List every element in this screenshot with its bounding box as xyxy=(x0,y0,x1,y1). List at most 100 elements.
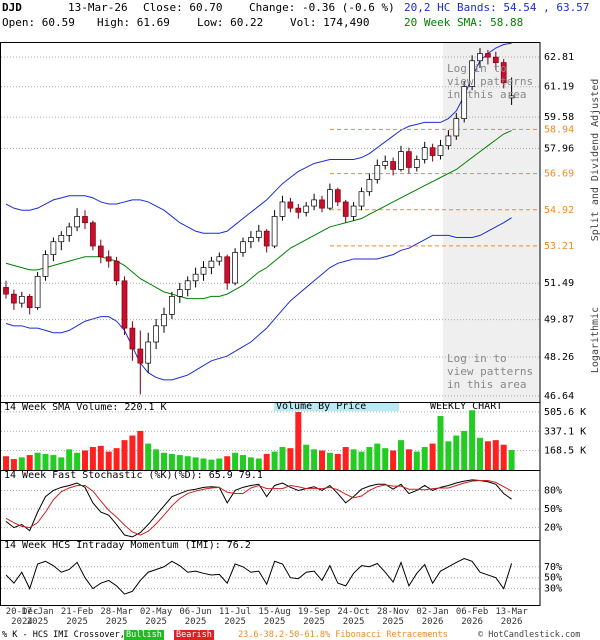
x-tick-label: 19-Sep 2025 xyxy=(297,607,331,627)
candle-body xyxy=(398,151,404,170)
y-tick-label: 57.96 xyxy=(544,143,574,154)
x-tick-label: 24-Oct 2025 xyxy=(337,607,370,627)
annotation: WEEKLY CHART xyxy=(430,401,502,412)
volume-bar xyxy=(279,447,286,470)
y-tick-label: 51.49 xyxy=(544,278,574,289)
volume-bar xyxy=(287,448,294,470)
volume-bar xyxy=(271,451,278,470)
candle-body xyxy=(137,348,144,364)
volume-bar xyxy=(390,450,397,470)
candle-body xyxy=(208,260,215,268)
candle-body xyxy=(319,199,325,209)
volume-bar xyxy=(97,445,104,470)
candle-body xyxy=(58,235,65,243)
series-line xyxy=(5,479,512,538)
adjusted-note: Split and Dividend Adjusted xyxy=(590,79,600,242)
volume-bar xyxy=(168,453,175,470)
volume-bar xyxy=(374,443,381,470)
volume-bar xyxy=(184,456,191,470)
candle-body xyxy=(216,256,223,262)
candle-body xyxy=(421,147,428,160)
fibonacci-label: 56.69 xyxy=(544,169,574,180)
volume-bar xyxy=(477,437,483,470)
panel-frame xyxy=(0,540,541,606)
candle-body xyxy=(295,207,302,213)
volume-bar xyxy=(66,449,73,470)
volume-bar xyxy=(295,411,302,470)
candle-body xyxy=(413,159,420,168)
candle-body xyxy=(500,62,507,84)
candle-body xyxy=(263,230,270,247)
candle-body xyxy=(192,273,199,282)
volume-bar xyxy=(200,458,207,470)
sma-legend: 20 Week SMA: 58.88 xyxy=(404,16,523,29)
bands-legend: 20,2 HC Bands: 54.54 , 63.57 xyxy=(404,1,589,14)
fibonacci-label: 54.92 xyxy=(544,205,574,216)
volume-bar xyxy=(247,457,254,470)
candle-body xyxy=(382,161,389,166)
candle-body xyxy=(287,201,294,209)
volume-bar xyxy=(484,441,491,470)
x-tick-label: 28-Mar 2025 xyxy=(100,607,133,627)
candle-body xyxy=(453,118,460,137)
login-note: Log in to view patterns in this area xyxy=(447,352,534,391)
candle-body xyxy=(406,151,412,168)
candle-body xyxy=(485,53,491,58)
candle-body xyxy=(121,280,128,329)
candle-body xyxy=(240,241,246,253)
volume-bar xyxy=(469,410,476,470)
candle-body xyxy=(224,256,231,284)
bullish-legend: Bullish xyxy=(124,630,164,640)
candle-body xyxy=(97,245,104,258)
volume-bar xyxy=(50,455,57,470)
volume-bar xyxy=(18,457,25,470)
volume-bar xyxy=(192,457,199,470)
x-tick-label: 02-May 2025 xyxy=(139,607,173,627)
x-tick-label: 21-Feb 2025 xyxy=(60,607,94,627)
y-tick-label: 337.1 K xyxy=(544,426,586,437)
candle-body xyxy=(508,95,515,99)
candle-body xyxy=(153,325,159,343)
volume-bar xyxy=(255,458,262,470)
volume-bar xyxy=(58,457,65,470)
volume-bar xyxy=(382,448,389,470)
y-tick-label: 59.58 xyxy=(544,112,574,123)
y-tick-label: 30% xyxy=(544,584,562,595)
candle-body xyxy=(445,135,452,147)
x-tick-label: 11-Jul 2025 xyxy=(218,607,252,627)
candle-body xyxy=(469,60,475,87)
series-line xyxy=(5,558,513,595)
series-line xyxy=(5,480,512,536)
volume-bar xyxy=(358,451,365,470)
x-tick-label: 13-Mar 2026 xyxy=(495,607,528,627)
y-tick-label: 70% xyxy=(544,562,562,573)
volume-bar xyxy=(326,452,333,470)
volume-bar xyxy=(413,451,420,470)
volume: Vol: 174,490 xyxy=(290,16,369,29)
candle-body xyxy=(350,205,357,217)
candle-body xyxy=(184,280,191,291)
y-tick-label: 46.64 xyxy=(544,391,574,402)
candle-body xyxy=(255,230,262,238)
panel-frame xyxy=(0,470,541,541)
x-tick-label: 02-Jan 2026 xyxy=(416,607,449,627)
y-tick-label: 168.5 K xyxy=(544,446,586,457)
candle-body xyxy=(50,241,57,255)
candle-body xyxy=(161,314,167,327)
x-tick-label: 06-Jun 2025 xyxy=(179,607,212,627)
candle-body xyxy=(232,252,238,284)
candle-body xyxy=(200,267,207,275)
overlay-line xyxy=(5,217,512,381)
volume-bar xyxy=(113,448,120,470)
change: Change: -0.36 (-0.6 %) xyxy=(249,1,395,14)
y-tick-label: 50% xyxy=(544,504,562,515)
volume-bar xyxy=(105,451,112,470)
candle-body xyxy=(105,256,112,262)
volume-bar xyxy=(492,440,499,470)
fibonacci-label: 53.21 xyxy=(544,241,574,252)
close: Close: 60.70 xyxy=(143,1,222,14)
candle-body xyxy=(390,161,396,170)
x-tick-label: 20-Dec 2024 xyxy=(5,607,39,627)
volume-bar xyxy=(216,458,223,470)
